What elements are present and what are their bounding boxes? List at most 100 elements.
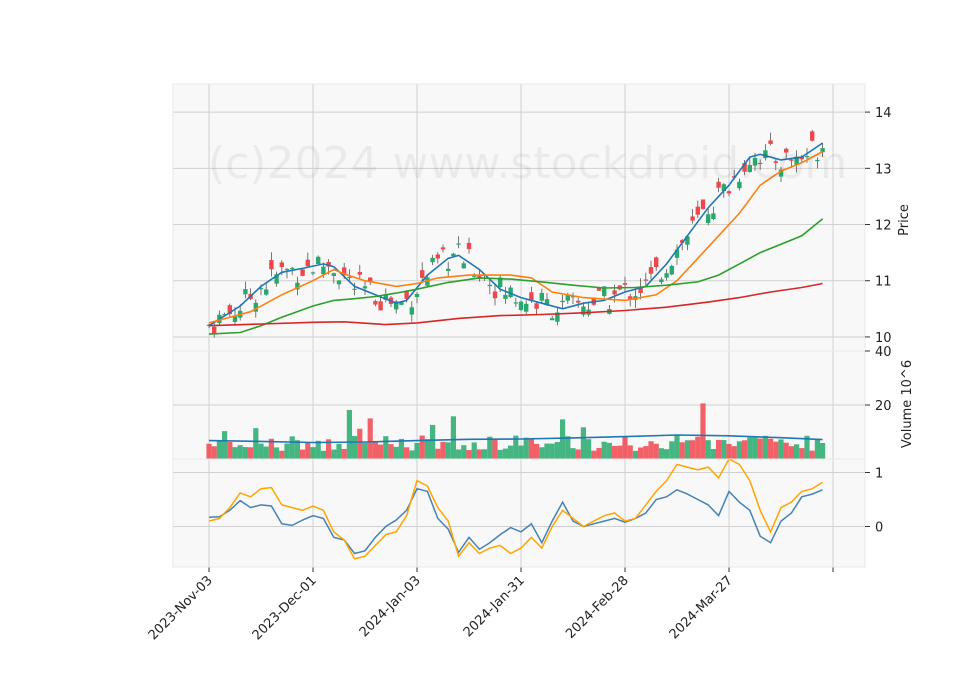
candle-body (503, 294, 508, 299)
volume-bar (617, 445, 623, 459)
volume-bar (404, 447, 410, 459)
volume-bar (456, 449, 462, 459)
candle-body (331, 273, 336, 276)
volume-bar (591, 450, 597, 459)
candle-body (789, 159, 794, 161)
volume-bar (690, 440, 696, 459)
candle-body (383, 294, 388, 300)
volume-bar (315, 440, 321, 459)
volume-bar (268, 438, 274, 459)
volume-bar (664, 449, 670, 459)
volume-tick-label: 20 (875, 399, 892, 414)
volume-bar (575, 449, 581, 459)
moving-average-line (208, 218, 824, 335)
candle-body (513, 302, 518, 304)
candle-body (555, 312, 560, 322)
candle-body (352, 288, 357, 290)
candle-body (544, 299, 550, 306)
volume-bar (409, 450, 415, 459)
volume-bar (466, 450, 472, 459)
indicator-line (208, 457, 823, 560)
candle-body (643, 279, 648, 281)
candle-body (404, 291, 409, 299)
x-tick-label: 2024-Jan-03 (357, 573, 424, 640)
candle-body (316, 256, 321, 264)
candle-body (726, 191, 732, 194)
volume-bar (445, 442, 451, 459)
volume-bar (346, 409, 352, 459)
candle-body (581, 306, 586, 315)
volume-bar (809, 450, 815, 459)
volume-bar (648, 441, 654, 459)
volume-bar (544, 443, 550, 459)
price-axis-title: Price (897, 204, 912, 236)
price-tick-label: 13 (875, 162, 892, 177)
candle-body (659, 279, 664, 283)
x-tick-label: 2023-Dec-01 (250, 573, 320, 643)
volume-bar (471, 442, 477, 459)
candle-body (550, 318, 555, 321)
volume-bar (726, 443, 732, 459)
candle-body (368, 277, 373, 282)
candle-body (529, 292, 534, 300)
candle-body (711, 213, 716, 220)
candle-body (378, 301, 383, 311)
candle-body (602, 286, 607, 296)
candle-body (742, 163, 747, 172)
volume-bar (289, 436, 295, 459)
volume-bar (294, 440, 300, 459)
candle-body (648, 267, 654, 274)
volume-bar (253, 428, 259, 459)
volume-bar (300, 449, 306, 459)
candle-body (222, 314, 227, 316)
candle-body (487, 284, 492, 287)
volume-bar (331, 449, 337, 459)
volume-bar (669, 441, 675, 459)
candle-body (700, 199, 706, 209)
volume-bar (612, 445, 618, 459)
candle-body (669, 265, 674, 275)
volume-bar (684, 440, 690, 459)
volume-bar (710, 448, 716, 459)
moving-average-line (208, 282, 823, 327)
candle-body (425, 277, 430, 286)
volume-bar (747, 437, 753, 459)
volume-bar (242, 447, 248, 459)
volume-bar (799, 448, 805, 459)
volume-bar (326, 439, 332, 459)
candle-body (674, 249, 680, 258)
volume-bar (768, 438, 774, 459)
candle-body (290, 267, 295, 270)
panel-frame (172, 458, 866, 568)
candle-body (347, 276, 352, 279)
candle-body (768, 140, 773, 144)
volume-bar (482, 449, 488, 459)
volume-bar (357, 428, 363, 459)
volume-bar (398, 438, 404, 459)
candle-body (794, 156, 799, 165)
volume-bar (554, 441, 560, 459)
x-tick-label: 2024-Feb-28 (563, 573, 632, 642)
volume-bar (440, 441, 446, 459)
volume-bar (378, 444, 384, 459)
candle-body (690, 216, 695, 221)
volume-bar (570, 448, 576, 459)
candle-body (243, 289, 248, 295)
volume-bar (674, 435, 680, 459)
volume-bar (258, 443, 264, 459)
price-tick-label: 14 (875, 106, 892, 121)
volume-bar (310, 447, 316, 459)
candle-body (477, 275, 482, 278)
candle-body (778, 169, 784, 177)
volume-bar (580, 427, 586, 459)
price-panel (173, 84, 865, 351)
candle-body (763, 150, 768, 159)
volume-bar (814, 438, 820, 459)
volume-bar (804, 435, 810, 459)
candle-body (664, 273, 669, 278)
candle-body (440, 247, 446, 250)
volume-bar (742, 440, 748, 459)
indicator-panel (173, 457, 865, 567)
volume-bar (362, 442, 368, 459)
